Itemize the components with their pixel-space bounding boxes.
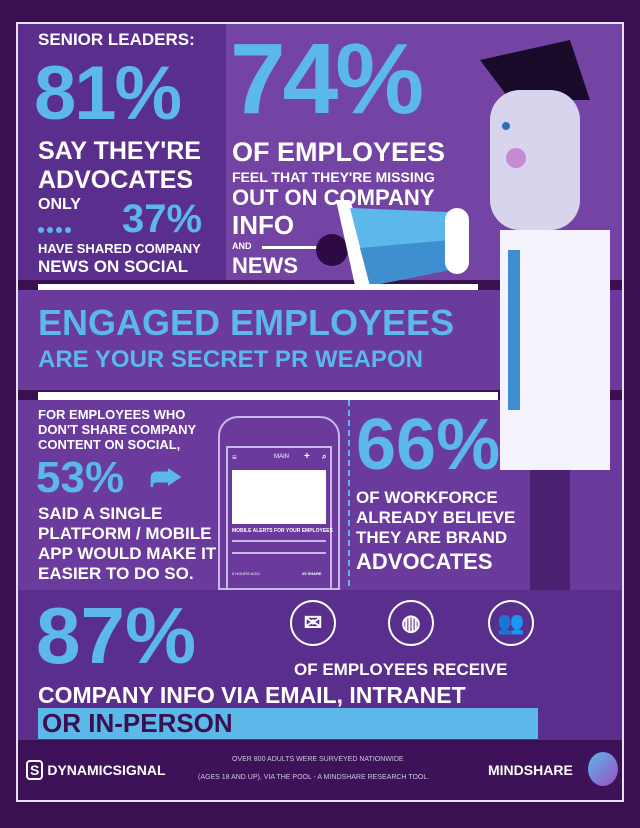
senior-only: ONLY — [38, 196, 81, 213]
workforce-line1: OF WORKFORCE — [356, 488, 498, 507]
dynamicsignal-logo: S DYNAMICSIGNAL — [26, 760, 166, 780]
mindshare-logo-mark — [588, 752, 618, 786]
channels-panel: 87% ✉ ◍ 👥 OF EMPLOYEES RECEIVE COMPANY I… — [18, 590, 622, 740]
employees-line3: OUT ON COMPANY — [232, 185, 435, 210]
globe-icon: ◍ — [388, 600, 434, 646]
employees-pct: 74% — [230, 23, 424, 135]
channels-line3: OR IN-PERSON — [42, 708, 233, 738]
separator — [38, 284, 478, 292]
plus-icon: + — [304, 451, 310, 462]
senior-leaders-panel: SENIOR LEADERS: 81% SAY THEY'RE ADVOCATE… — [18, 24, 226, 280]
footer: S DYNAMICSIGNAL OVER 800 ADULTS WERE SURV… — [18, 742, 622, 800]
search-icon: ⌕ — [322, 452, 327, 461]
employees-and: AND — [232, 241, 252, 251]
platform-line7: EASIER TO DO SO. — [38, 564, 194, 583]
channels-line2: COMPANY INFO VIA EMAIL, INTRANET — [38, 682, 466, 708]
email-icon: ✉ — [290, 600, 336, 646]
senior-line4: NEWS ON SOCIAL — [38, 257, 189, 276]
frame — [16, 22, 624, 802]
senior-pct2: 37% — [122, 197, 203, 241]
banner-line1: ENGAGED EMPLOYEES — [38, 302, 455, 343]
workforce-line4: ADVOCATES — [356, 549, 493, 574]
separator — [38, 392, 498, 400]
senior-line3: HAVE SHARED COMPANY — [38, 241, 201, 256]
footer-note1: OVER 800 ADULTS WERE SURVEYED NATIONWIDE — [232, 756, 404, 763]
banner-line2: ARE YOUR SECRET PR WEAPON — [38, 346, 423, 373]
platform-line2: DON'T SHARE COMPANY — [38, 422, 197, 437]
platform-line4: SAID A SINGLE — [38, 504, 163, 523]
workforce-pct: 66% — [356, 405, 501, 485]
senior-pct: 81% — [34, 51, 182, 136]
senior-line2: ADVOCATES — [38, 166, 194, 194]
phone-share[interactable]: 25 SHARE — [302, 571, 322, 576]
workforce-line2: ALREADY BELIEVE — [356, 508, 516, 527]
phone-image — [232, 470, 326, 524]
phone: ≡ MAIN + ⌕ MOBILE ALERTS FOR YOUR EMPLOY… — [218, 416, 340, 590]
menu-icon: ≡ — [232, 453, 237, 462]
mindshare-logo: MINDSHARE — [488, 762, 573, 778]
workforce-line3: THEY ARE BRAND — [356, 528, 508, 547]
employees-line5: NEWS — [232, 253, 298, 278]
footer-note2: (AGES 18 AND UP), VIA THE POOL - A MINDS… — [198, 774, 430, 781]
platform-line6: APP WOULD MAKE IT — [38, 544, 217, 563]
platform-line1: FOR EMPLOYEES WHO — [38, 407, 186, 422]
phone-headline: MOBILE ALERTS FOR YOUR EMPLOYEES — [232, 528, 333, 534]
employees-line2: FEEL THAT THEY'RE MISSING — [232, 169, 435, 185]
share-icon: ⮫ — [150, 460, 182, 498]
platform-line5: PLATFORM / MOBILE — [38, 524, 212, 543]
people-icon: 👥 — [488, 600, 534, 646]
senior-line1: SAY THEY'RE — [38, 137, 201, 165]
phone-time: 5 HOURS AGO — [232, 571, 260, 576]
megaphone-icon — [316, 200, 469, 290]
channels-line1: OF EMPLOYEES RECEIVE — [294, 660, 508, 679]
channels-pct: 87% — [36, 591, 197, 680]
senior-heading: SENIOR LEADERS: — [38, 30, 195, 49]
dots — [38, 220, 74, 238]
platform-line3: CONTENT ON SOCIAL, — [38, 437, 181, 452]
platform-pct: 53% — [36, 453, 125, 502]
employees-line1: OF EMPLOYEES — [232, 137, 446, 167]
employees-line4: INFO — [232, 210, 295, 240]
phone-nav-title: MAIN — [274, 454, 289, 460]
